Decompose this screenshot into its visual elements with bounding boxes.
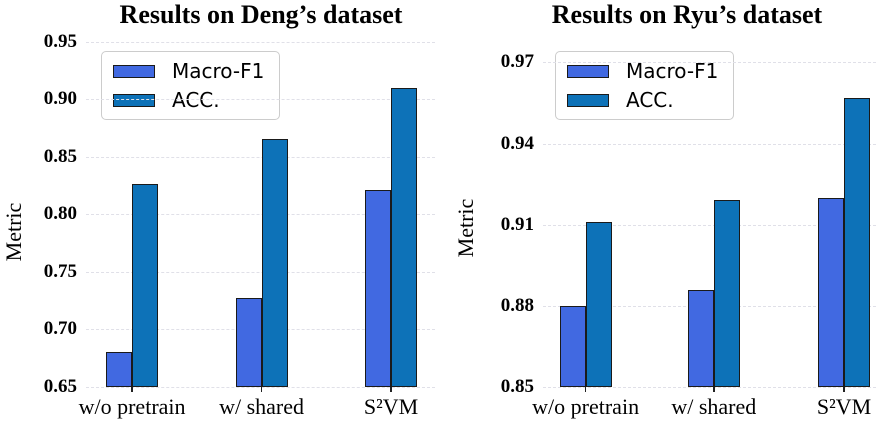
gridline — [543, 224, 876, 226]
bar-acc — [713, 200, 740, 387]
bar-macro-f1 — [687, 289, 714, 387]
chart-panel-deng: Results on Deng’s dataset Metric Macro-F… — [1, 0, 435, 419]
y-tick-label: 0.90 — [43, 88, 77, 110]
y-tick-label: 0.94 — [500, 132, 534, 154]
legend-swatch-macro-f1-icon — [113, 64, 155, 78]
legend-item-macro-f1: Macro-F1 — [113, 60, 264, 82]
y-tick-label: 0.70 — [43, 318, 77, 340]
x-tick-mark — [584, 387, 587, 392]
bar-macro-f1 — [106, 352, 133, 387]
x-tick-label: w/ shared — [671, 394, 757, 419]
x-tick-mark — [390, 387, 392, 392]
legend-item-macro-f1: Macro-F1 — [567, 60, 718, 82]
x-tick-label: S²VM — [363, 394, 419, 419]
bar-macro-f1 — [818, 197, 845, 387]
y-tick-label: 0.91 — [500, 213, 534, 235]
legend-label: Macro-F1 — [626, 59, 719, 83]
x-tick-label: w/o pretrain — [78, 394, 186, 419]
chart-panel-ryu: Results on Ryu’s dataset Metric Macro-F1… — [440, 0, 880, 425]
x-tick-mark — [713, 387, 715, 392]
gridline — [86, 214, 435, 216]
y-tick-label: 0.85 — [43, 145, 77, 167]
y-tick-label: 0.97 — [500, 51, 534, 73]
x-tick-label: w/o pretrain — [532, 394, 640, 419]
x-tick-mark — [131, 387, 133, 392]
y-tick-label: 0.85 — [500, 376, 534, 397]
y-tick-label: 0.75 — [43, 260, 77, 282]
chart-title: Results on Deng’s dataset — [119, 0, 403, 29]
bar-acc — [585, 222, 612, 387]
y-tick-label: 0.80 — [43, 203, 77, 225]
gridline — [543, 387, 876, 388]
bar-macro-f1 — [365, 190, 392, 387]
gridline — [86, 99, 435, 101]
legend-swatch-macro-f1-icon — [567, 64, 609, 78]
bar-acc — [132, 184, 159, 387]
gridline — [543, 143, 876, 145]
x-tick-mark — [260, 387, 263, 392]
legend: Macro-F1 ACC. — [555, 51, 735, 120]
legend-label: Macro-F1 — [172, 59, 265, 83]
y-tick-label: 0.65 — [43, 376, 77, 397]
legend-item-acc: ACC. — [567, 89, 718, 111]
legend-label: ACC. — [626, 88, 674, 112]
y-tick-label: 0.95 — [43, 30, 77, 52]
legend-swatch-acc-icon — [567, 93, 609, 107]
gridline — [543, 62, 876, 64]
x-tick-label: S²VM — [816, 394, 872, 419]
gridline — [86, 156, 435, 158]
gridline — [86, 41, 435, 43]
y-tick-label: 0.88 — [500, 294, 534, 316]
gridline — [86, 387, 435, 388]
bar-macro-f1 — [235, 298, 262, 387]
bar-acc — [261, 139, 288, 387]
x-tick-mark — [843, 387, 845, 392]
bar-macro-f1 — [559, 305, 586, 387]
bar-acc — [391, 87, 418, 387]
y-axis-label: Metric — [453, 198, 478, 258]
chart-title: Results on Ryu’s dataset — [551, 0, 823, 29]
gridline — [86, 271, 435, 273]
legend: Macro-F1 ACC. — [101, 51, 281, 120]
y-axis-label: Metric — [1, 202, 26, 262]
bar-acc — [844, 97, 871, 387]
x-tick-label: w/ shared — [219, 394, 304, 419]
